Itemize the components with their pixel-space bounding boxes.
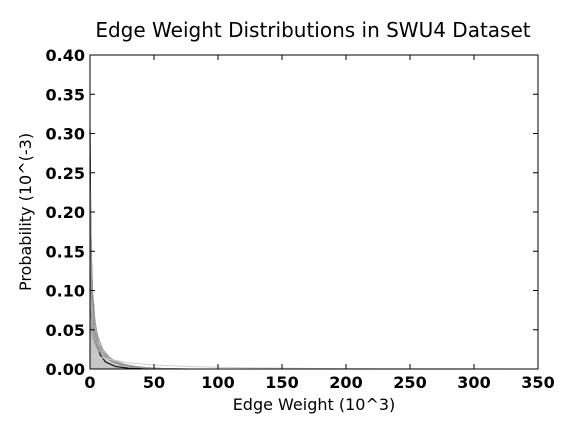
x-axis-label: Edge Weight (10^3) xyxy=(233,395,396,414)
y-axis-label: Probability (10^(-3) xyxy=(16,133,35,291)
x-tick-label: 150 xyxy=(265,373,298,392)
y-tick-label: 0.30 xyxy=(46,125,85,144)
series-line-9 xyxy=(89,354,539,370)
x-tick-label: 350 xyxy=(521,373,554,392)
series-line-2 xyxy=(89,164,167,370)
plot-frame xyxy=(89,54,539,370)
chart-title: Edge Weight Distributions in SWU4 Datase… xyxy=(95,18,530,42)
y-tick-label: 0.05 xyxy=(46,321,85,340)
y-tick-label: 0.25 xyxy=(46,164,85,183)
x-tick-label: 250 xyxy=(393,373,426,392)
y-tick-label: 0.20 xyxy=(46,203,85,222)
y-tick-label: 0.10 xyxy=(46,282,85,301)
x-tick-label: 100 xyxy=(201,373,234,392)
x-tick-label: 200 xyxy=(329,373,362,392)
x-tick-label: 50 xyxy=(143,373,165,392)
axis-ticks: 0 50 100 150 200 250 300 350 0.00 0.05 0.10 0.15 0.2… xyxy=(46,46,555,392)
y-tick-label: 0.35 xyxy=(46,85,85,104)
x-tick-label: 300 xyxy=(457,373,490,392)
y-tick-label: 0.15 xyxy=(46,242,85,261)
plot-area xyxy=(89,129,539,370)
y-tick-label: 0.40 xyxy=(46,46,85,65)
distribution-band xyxy=(90,212,167,369)
y-tick-label: 0.00 xyxy=(46,360,85,379)
series-line-1 xyxy=(89,129,148,370)
x-tick-label: 0 xyxy=(84,373,95,392)
